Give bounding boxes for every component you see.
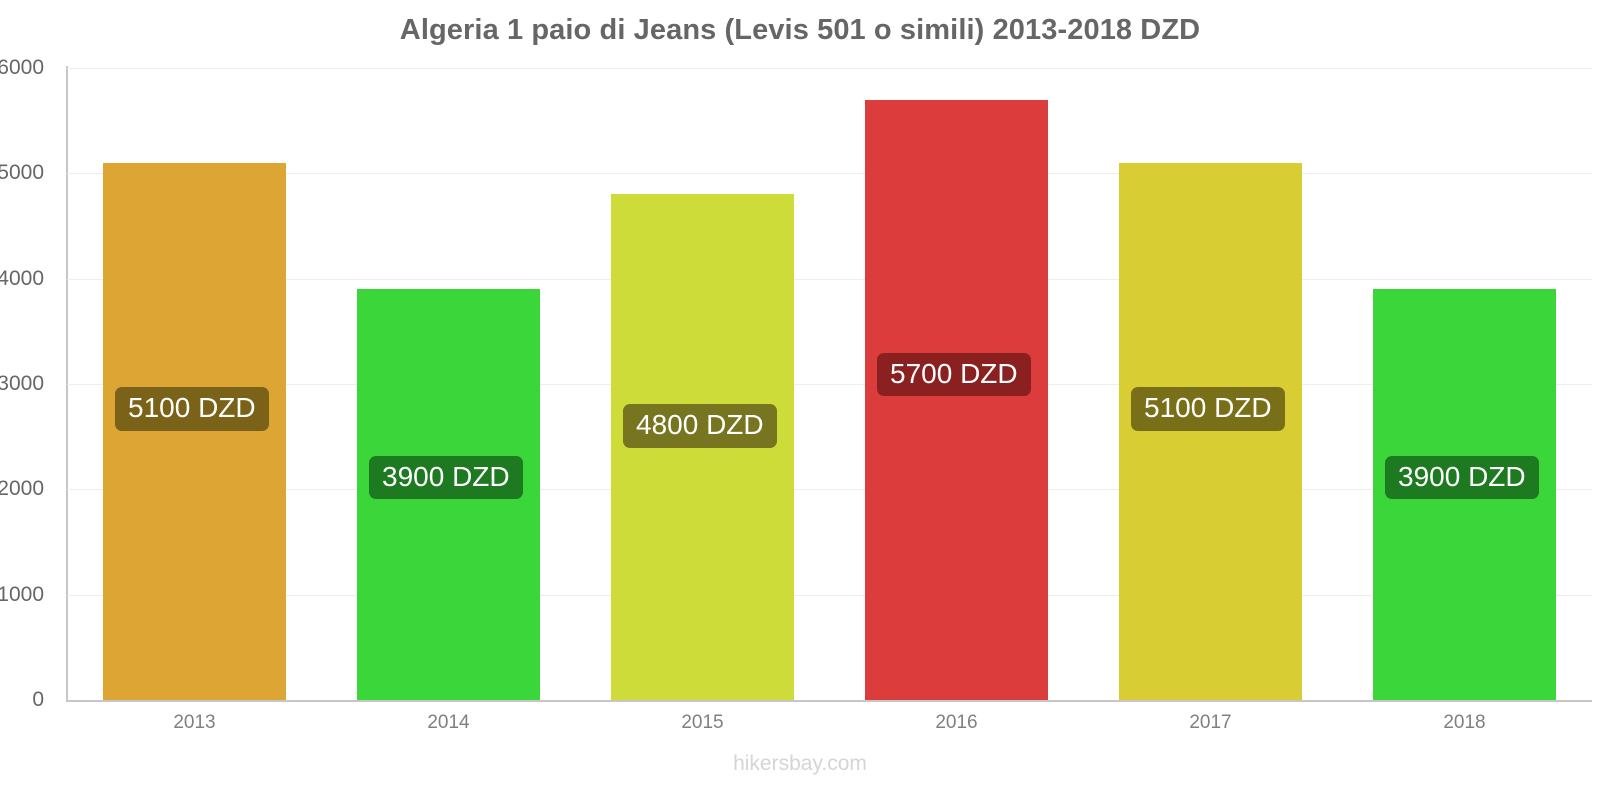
- gridline-2000: [67, 489, 1592, 491]
- x-tick-label-2014: 2014: [427, 712, 470, 733]
- bar-2016[interactable]: [865, 99, 1048, 700]
- bar-2017[interactable]: [1119, 162, 1302, 700]
- plot-area: [67, 68, 1592, 702]
- x-tick-label-2017: 2017: [1189, 712, 1232, 733]
- value-label-2017: 5100 DZD: [1131, 387, 1285, 431]
- y-tick-label-1000: 1000: [0, 582, 44, 606]
- gridline-1000: [67, 594, 1592, 596]
- value-label-2018: 3900 DZD: [1385, 456, 1539, 500]
- y-tick-label-6000: 6000: [0, 56, 44, 79]
- value-label-2015: 4800 DZD: [623, 404, 777, 448]
- gridline-4000: [67, 278, 1592, 280]
- value-label-2013: 5100 DZD: [115, 387, 269, 431]
- x-tick-label-2018: 2018: [1443, 712, 1486, 733]
- value-label-2014: 3900 DZD: [369, 456, 523, 500]
- footer-credit: hikersbay.com: [733, 752, 867, 775]
- gridline-0: [67, 700, 1592, 702]
- y-tick-label-3000: 3000: [0, 372, 44, 395]
- gridline-6000: [67, 68, 1592, 69]
- chart-title: Algeria 1 paio di Jeans (Levis 501 o sim…: [399, 14, 1201, 46]
- gridline-5000: [67, 173, 1592, 175]
- y-tick-label-4000: 4000: [0, 266, 44, 290]
- x-tick-label-2013: 2013: [173, 712, 216, 733]
- bar-2013[interactable]: [103, 162, 286, 700]
- gridline-3000: [67, 384, 1592, 385]
- y-tick-label-2000: 2000: [0, 477, 44, 501]
- x-tick-label-2015: 2015: [681, 712, 724, 733]
- x-tick-label-2016: 2016: [935, 712, 978, 733]
- y-tick-label-0: 0: [32, 688, 44, 711]
- value-label-2016: 5700 DZD: [877, 352, 1031, 397]
- y-tick-label-5000: 5000: [0, 161, 44, 185]
